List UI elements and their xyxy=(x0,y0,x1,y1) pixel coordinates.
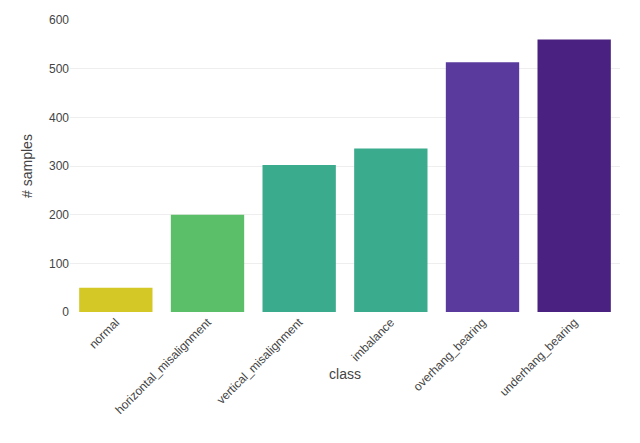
svg-text:underhang_bearing: underhang_bearing xyxy=(497,315,581,399)
svg-text:class: class xyxy=(329,366,361,382)
svg-text:100: 100 xyxy=(49,257,69,271)
svg-text:normal: normal xyxy=(86,315,122,351)
svg-text:# samples: # samples xyxy=(19,134,35,198)
svg-text:300: 300 xyxy=(49,159,69,173)
svg-text:400: 400 xyxy=(49,111,69,125)
svg-text:200: 200 xyxy=(49,208,69,222)
svg-text:horizontal_misalignment: horizontal_misalignment xyxy=(112,315,214,417)
svg-text:0: 0 xyxy=(62,305,69,319)
svg-text:overhang_bearing: overhang_bearing xyxy=(411,315,489,393)
svg-text:vertical_misalignment: vertical_misalignment xyxy=(214,315,306,407)
svg-text:600: 600 xyxy=(49,13,69,27)
svg-text:500: 500 xyxy=(49,62,69,76)
svg-text:imbalance: imbalance xyxy=(349,315,398,364)
